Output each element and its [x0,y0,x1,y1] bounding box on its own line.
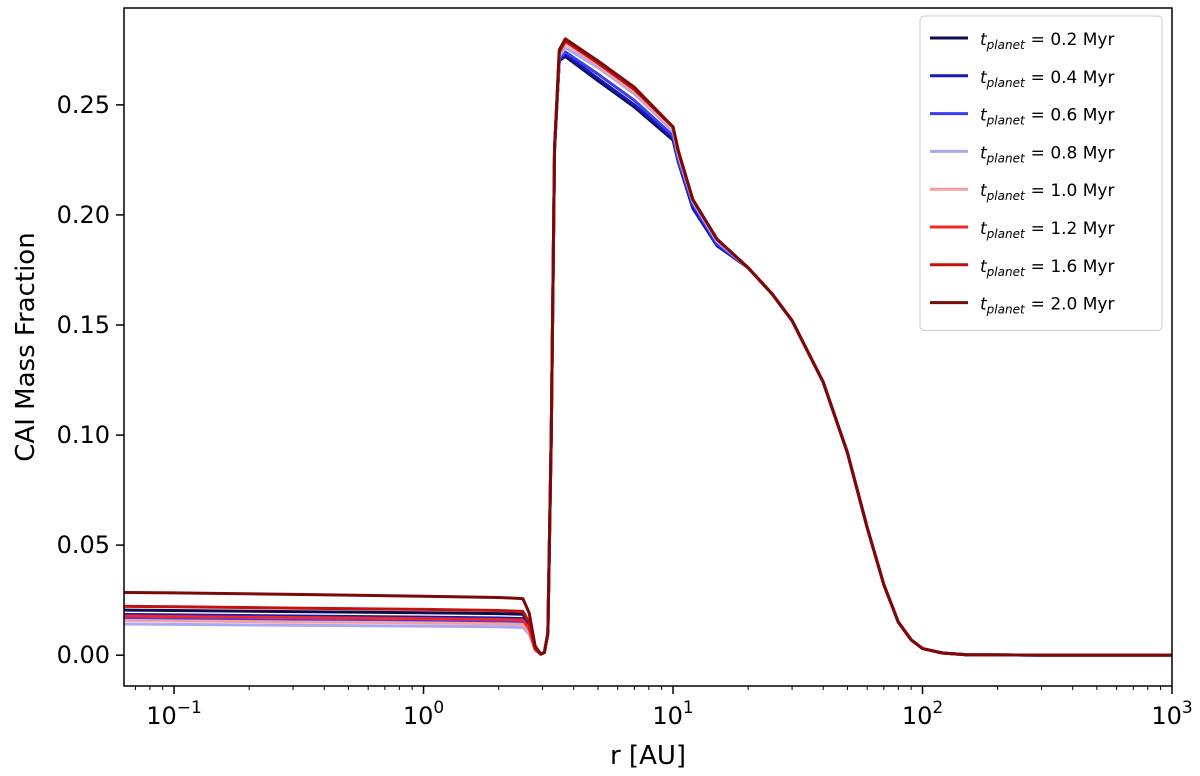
y-tick-label: 0.05 [57,531,110,559]
series-line-7 [123,37,1172,657]
y-tick-label: 0.00 [57,641,110,669]
y-axis-label: CAI Mass Fraction [11,232,41,461]
y-tick-label: 0.25 [57,91,110,119]
legend-label-3: tplanet = 0.8 Myr [980,143,1114,165]
y-axis: 0.00 0.05 0.10 0.15 0.20 0.25 [57,91,124,669]
x-tick-label: 101 [652,698,693,730]
legend-label-5: tplanet = 1.2 Myr [980,219,1114,241]
legend-label-0: tplanet = 0.2 Myr [980,30,1114,52]
y-tick-label: 0.15 [57,311,110,339]
legend-box [919,15,1163,331]
legend-label-7: tplanet = 2.0 Myr [980,295,1114,317]
legend-label-4: tplanet = 1.0 Myr [980,181,1114,203]
x-tick-label: 103 [1151,698,1192,730]
x-tick-label: 102 [902,698,943,730]
y-tick-label: 0.10 [57,421,110,449]
x-tick-label: 10−1 [146,698,202,730]
x-tick-label: 100 [403,698,444,730]
x-axis: 10−1 100 101 102 103 [134,686,1193,730]
series-layer [123,37,1172,657]
y-tick-label: 0.20 [57,201,110,229]
plot-frame [123,7,1173,687]
x-axis-label: r [AU] [610,741,686,771]
legend: tplanet = 0.2 Myr tplanet = 0.4 Myr tplanet =… [919,15,1163,331]
legend-label-6: tplanet = 1.6 Myr [980,257,1114,279]
legend-label-2: tplanet = 0.6 Myr [980,106,1114,128]
legend-label-1: tplanet = 0.4 Myr [980,68,1114,90]
